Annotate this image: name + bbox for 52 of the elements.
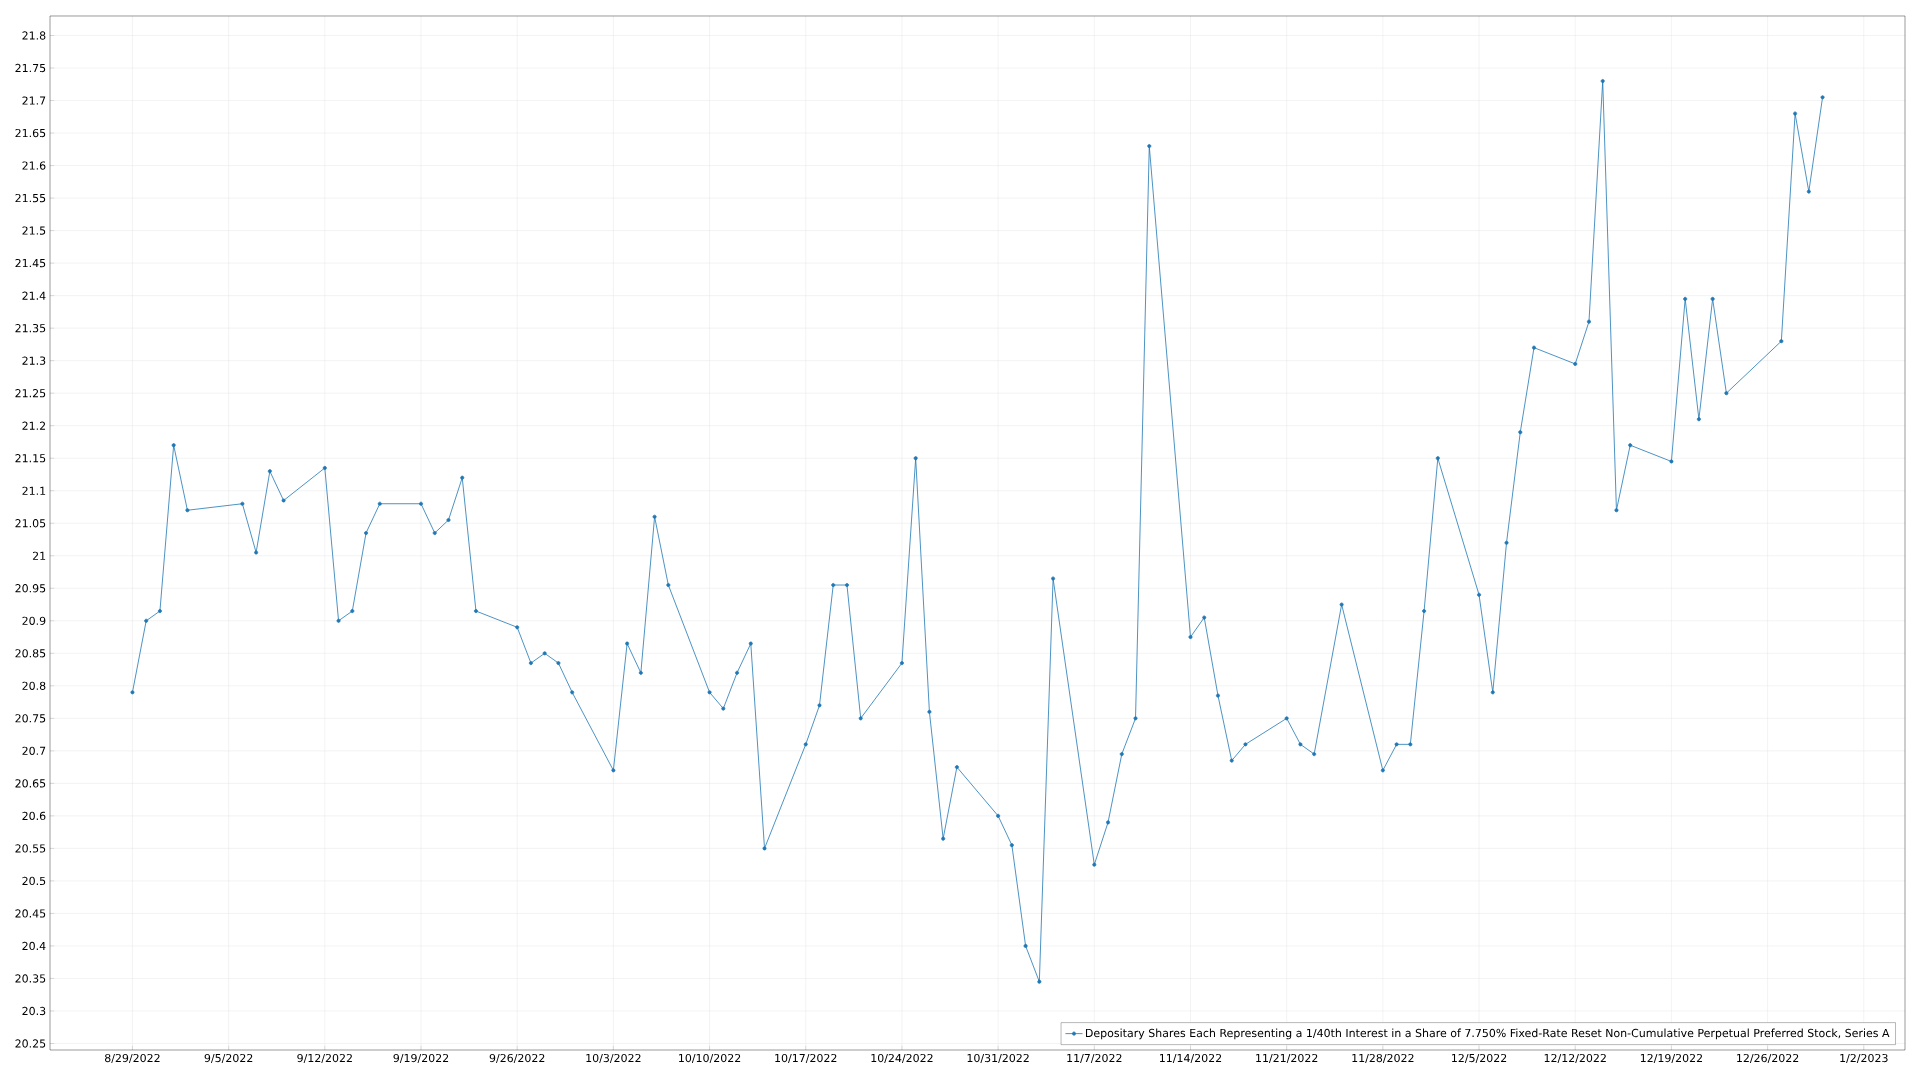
y-tick-label: 21.15 [15,454,46,463]
x-tick-label: 10/3/2022 [586,1053,641,1064]
y-tick-label: 20.7 [22,746,46,756]
y-tick-label: 20.95 [15,584,46,593]
y-tick-label: 20.35 [15,974,46,983]
y-tick-label: 20.45 [15,909,46,918]
y-tick-label: 21.35 [15,324,46,333]
y-tick-label: 20.65 [15,779,46,788]
x-tick-label: 11/14/2022 [1160,1053,1222,1064]
x-tick-label: 10/17/2022 [775,1053,837,1064]
x-tick-label: 10/10/2022 [679,1053,741,1064]
y-tick-label: 21.5 [22,226,46,235]
y-tick-label: 20.4 [22,941,46,951]
x-tick-label: 11/28/2022 [1352,1053,1414,1064]
x-tick-label: 11/21/2022 [1256,1053,1318,1064]
x-tick-label: 12/12/2022 [1544,1053,1606,1064]
x-tick-label: 12/26/2022 [1737,1053,1799,1064]
y-tick-label: 21 [32,551,46,560]
y-tick-label: 20.55 [15,844,46,853]
x-tick-label: 1/2/2023 [1840,1053,1888,1064]
x-tick-label: 10/31/2022 [967,1053,1029,1064]
y-tick-label: 20.75 [15,714,46,723]
y-tick-label: 21.2 [22,421,46,430]
y-tick-label: 21.4 [22,291,46,300]
x-tick-label: 10/24/2022 [871,1053,933,1064]
y-tick-label: 20.8 [22,681,46,690]
x-tick-label: 9/12/2022 [297,1053,352,1064]
x-tick-label: 12/19/2022 [1640,1053,1702,1064]
y-tick-label: 21.1 [22,486,46,495]
y-tick-label: 20.5 [22,876,46,886]
y-tick-label: 21.3 [22,356,46,365]
x-tick-label: 8/29/2022 [105,1053,160,1064]
x-tick-label: 9/26/2022 [489,1053,545,1064]
y-tick-label: 20.3 [22,1006,46,1016]
y-tick-label: 21.8 [22,31,46,40]
y-tick-label: 21.6 [22,161,46,170]
y-tick-label: 21.25 [15,389,46,398]
y-tick-label: 21.65 [15,128,46,138]
y-tick-label: 20.9 [22,616,46,625]
y-tick-label: 20.25 [15,1039,46,1048]
y-tick-label: 21.75 [15,63,46,73]
y-tick-label: 21.05 [15,519,46,528]
x-tick-label: 12/5/2022 [1452,1053,1507,1064]
x-tick-label: 11/7/2022 [1067,1053,1122,1064]
x-tick-label: 9/19/2022 [393,1053,449,1064]
y-tick-label: 21.45 [15,258,46,268]
y-tick-label: 21.7 [22,96,46,105]
y-tick-label: 21.55 [15,193,46,203]
y-tick-label: 20.85 [15,649,46,658]
x-tick-label: 9/5/2022 [204,1053,253,1064]
legend-label: Depositary Shares Each Representing a 1/40th Interest in a Share of 7.750% Fixed-Rate Reset Non-Cumulative Perpetual Preferred Stock, Series A [1085,1028,1890,1040]
y-tick-label: 20.6 [22,811,46,821]
